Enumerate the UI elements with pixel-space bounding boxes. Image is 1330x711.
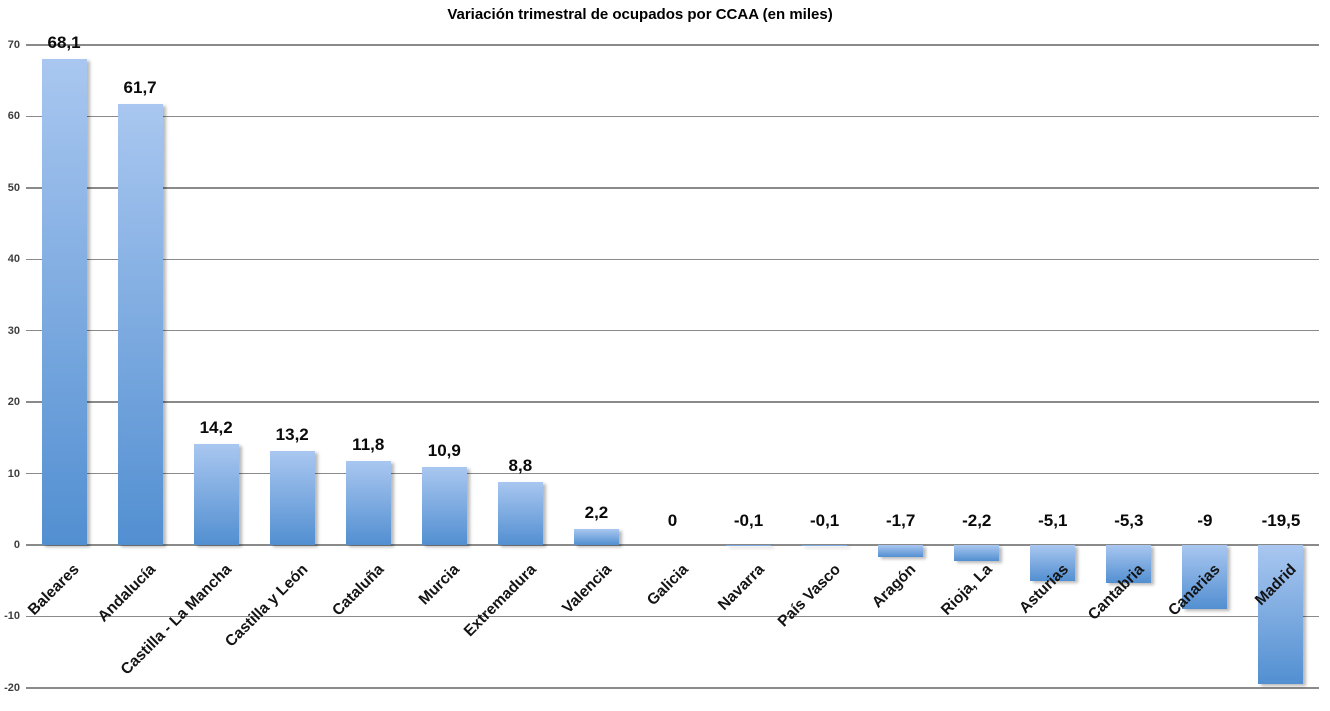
bar (802, 545, 848, 546)
bar-value-label: -5,3 (1114, 511, 1144, 530)
y-axis-tick-label: -10 (4, 610, 20, 623)
bar (345, 460, 391, 545)
x-axis-category-label: Cataluña (328, 561, 388, 620)
bar (497, 482, 543, 545)
x-axis-category-label: País Vasco (774, 561, 844, 631)
bar-value-label: 14,2 (199, 417, 233, 437)
bar-value-label: -9 (1197, 511, 1213, 530)
bar (954, 545, 1000, 561)
chart-title: Variación trimestral de ocupados por CCA… (447, 6, 833, 23)
bar-value-label: 11,8 (352, 434, 385, 454)
gridline (26, 401, 1319, 403)
bar-value-label: 2,2 (584, 503, 609, 523)
bar-value-label: -0,1 (809, 511, 840, 530)
bar (726, 545, 772, 546)
bar (1106, 545, 1152, 583)
bar (269, 450, 315, 545)
bar-value-label: -19,5 (1261, 511, 1301, 530)
gridline (26, 615, 1319, 618)
gridline (26, 115, 1319, 118)
x-axis-category-label: Murcia (415, 561, 464, 609)
y-axis-tick-label: 20 (7, 396, 20, 409)
bar (1030, 545, 1076, 582)
gridline (26, 472, 1319, 475)
y-axis-tick-label: -20 (4, 681, 20, 694)
bar (878, 545, 924, 558)
x-axis-category-label: Rioja, La (938, 561, 996, 619)
bar (117, 104, 163, 545)
gridline (26, 44, 1319, 46)
y-axis-tick-label: 40 (7, 253, 20, 266)
bar (573, 529, 619, 545)
bar-value-label: -0,1 (733, 511, 764, 530)
bar (1182, 545, 1228, 610)
bar-value-label: 0 (667, 511, 678, 530)
x-axis-category-label: Valencia (559, 561, 616, 617)
bar-value-label: -2,2 (962, 511, 992, 530)
gridline (26, 187, 1319, 189)
y-axis-tick-label: 50 (7, 181, 20, 194)
gridline (26, 330, 1319, 332)
bar-value-label: 10,9 (427, 441, 461, 461)
y-axis-tick-label: 60 (7, 110, 20, 123)
bar (421, 467, 467, 545)
bar-value-label: 13,2 (275, 424, 309, 444)
x-axis-category-label: Baleares (25, 561, 84, 619)
y-axis-tick-label: 30 (7, 324, 20, 337)
bar (193, 443, 239, 545)
x-axis-category-label: Navarra (714, 561, 768, 614)
bar-value-label: -1,7 (886, 511, 916, 530)
y-axis-tick-label: 70 (7, 39, 20, 51)
bar-value-label: 8,8 (508, 456, 533, 476)
gridline (26, 544, 1319, 546)
x-axis-category-label: Castilla y León (221, 561, 312, 651)
bar-value-label: 61,7 (123, 78, 157, 98)
x-axis-category-label: Aragón (869, 561, 920, 612)
gridline (26, 258, 1319, 260)
y-axis-tick-label: 10 (7, 467, 20, 480)
y-axis-tick-label: 0 (13, 539, 20, 551)
x-axis-category-label: Galicia (643, 561, 692, 609)
bar-value-label: -5,1 (1038, 511, 1068, 530)
bar (41, 58, 87, 545)
x-axis-category-label: Extremadura (460, 561, 540, 641)
bar (1258, 545, 1304, 685)
bar-value-label: 68,1 (47, 32, 81, 52)
gridline (26, 687, 1319, 689)
